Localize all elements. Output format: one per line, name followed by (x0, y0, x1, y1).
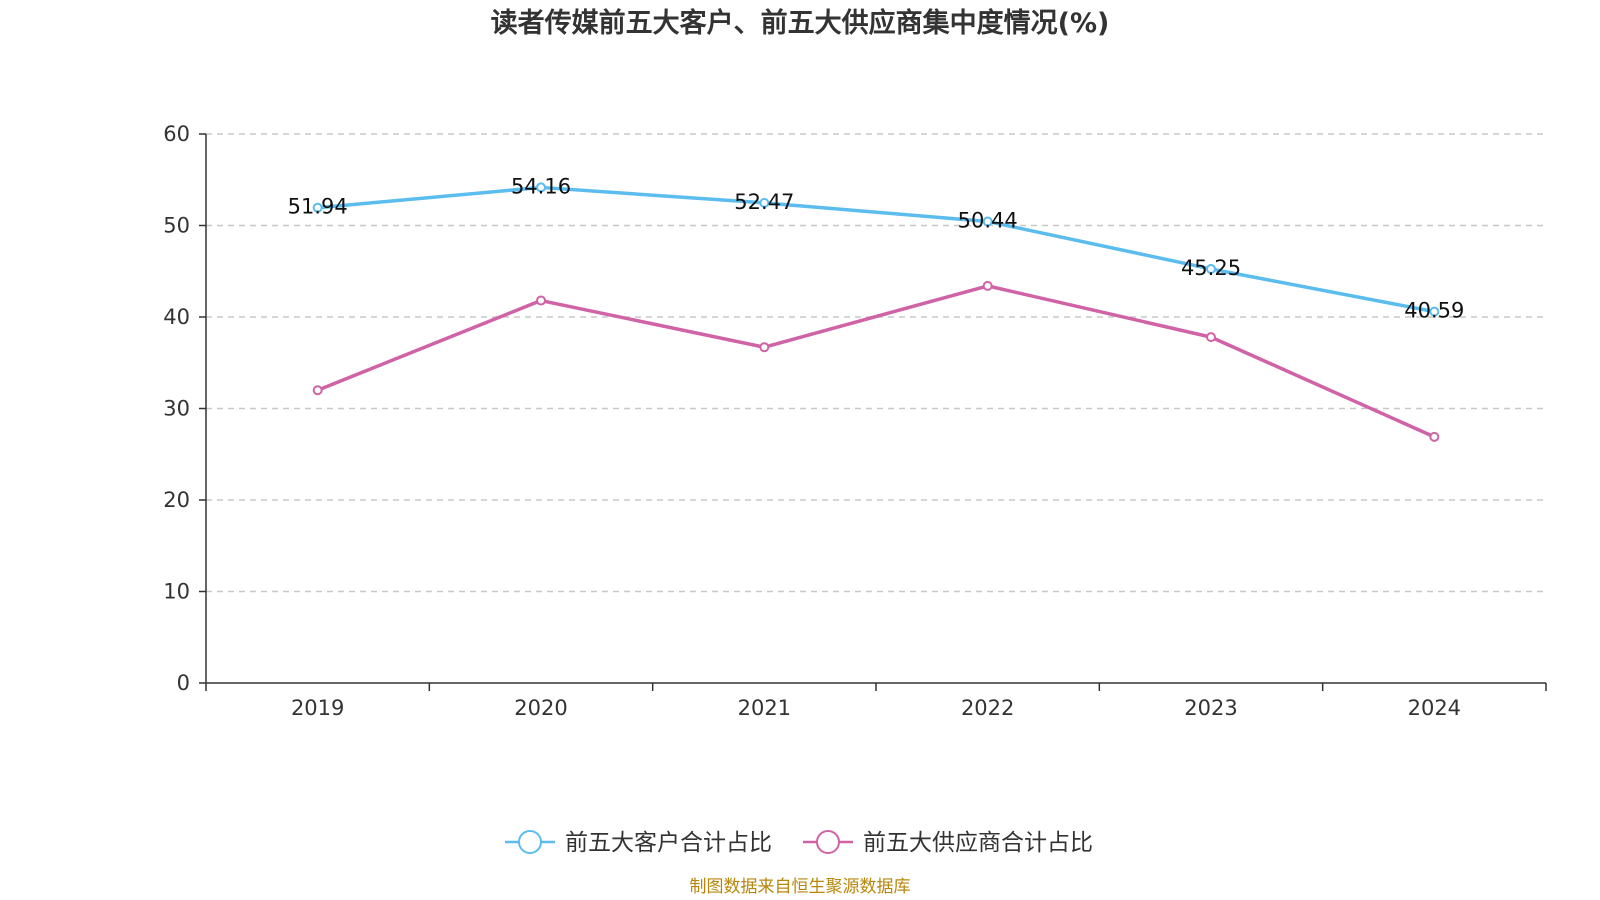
data-label: 45.25 (1181, 256, 1241, 280)
data-point (536, 295, 546, 306)
legend: 前五大客户合计占比 前五大供应商合计占比 (505, 830, 1093, 856)
data-label: 40.59 (1404, 299, 1464, 323)
x-tick-label: 2022 (961, 696, 1014, 720)
data-point (759, 342, 770, 353)
data-point (1429, 431, 1440, 442)
grid-lines (206, 133, 1546, 593)
data-point (312, 385, 323, 396)
legend-marker (518, 830, 542, 854)
data-point (536, 182, 546, 193)
y-axis: 0 10 20 30 40 50 60 (163, 122, 207, 695)
data-label: 51.94 (288, 195, 348, 219)
x-tick-label: 2020 (514, 696, 567, 720)
y-tick-label: 40 (163, 305, 190, 329)
data-label: 50.44 (958, 208, 1018, 232)
data-point (982, 280, 993, 291)
x-tick-label: 2021 (738, 696, 791, 720)
y-tick-label: 0 (177, 671, 190, 695)
data-point (1429, 306, 1440, 317)
data-point (1206, 332, 1216, 343)
data-label: 54.16 (511, 174, 571, 198)
x-axis: 2019 2020 2021 2022 2023 2024 (205, 682, 1547, 720)
y-tick-label: 10 (163, 580, 190, 604)
y-tick-label: 50 (163, 214, 190, 238)
x-tick-label: 2024 (1408, 696, 1461, 720)
source-note: 制图数据来自恒生聚源数据库 (690, 877, 911, 897)
series-line-1 (317, 185, 1435, 314)
data-point (759, 197, 770, 208)
series-line-2 (317, 284, 1436, 439)
y-tick-label: 20 (163, 488, 190, 512)
data-point (312, 202, 323, 213)
series-layer: 51.94 54.16 52.47 50.44 45.25 40.59 (288, 174, 1464, 442)
legend-label: 前五大供应商合计占比 (863, 830, 1093, 856)
x-tick-label: 2019 (291, 696, 344, 720)
data-point (1206, 263, 1216, 274)
data-label: 52.47 (734, 190, 794, 214)
legend-marker (816, 830, 840, 854)
y-tick-label: 30 (163, 397, 190, 421)
chart-title: 读者传媒前五大客户、前五大供应商集中度情况(%) (491, 7, 1110, 39)
x-tick-label: 2023 (1184, 696, 1237, 720)
y-tick-label: 60 (163, 122, 190, 146)
legend-label: 前五大客户合计占比 (565, 830, 772, 856)
data-point (982, 216, 993, 227)
